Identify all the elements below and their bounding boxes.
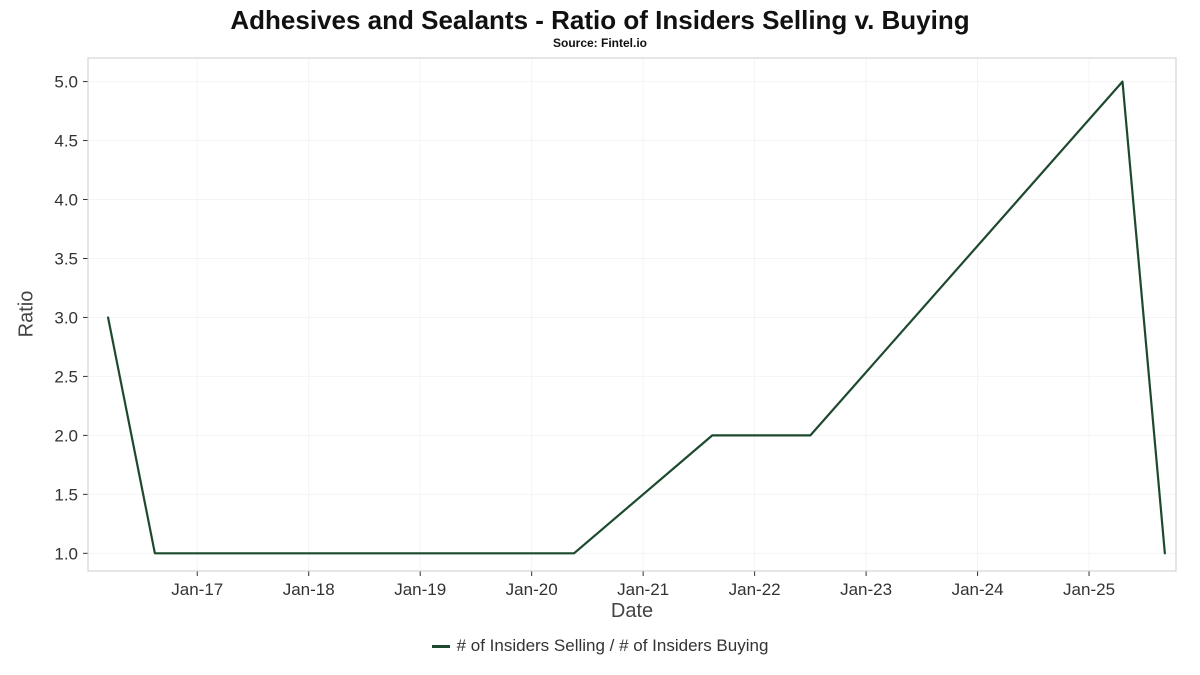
chart-header: Adhesives and Sealants - Ratio of Inside… bbox=[0, 0, 1200, 52]
legend-line-swatch bbox=[431, 644, 450, 648]
x-axis-label: Date bbox=[610, 600, 654, 622]
x-tick-label: Jan-25 bbox=[1063, 580, 1115, 597]
x-tick-label: Jan-23 bbox=[840, 580, 892, 597]
plot-background bbox=[88, 58, 1176, 571]
y-tick-label: 5.0 bbox=[54, 73, 78, 92]
chart-title: Adhesives and Sealants - Ratio of Inside… bbox=[230, 5, 970, 35]
series-line bbox=[106, 80, 1166, 555]
x-tick-label: Jan-24 bbox=[952, 580, 1004, 597]
legend: # of Insiders Selling / # of Insiders Bu… bbox=[0, 633, 1200, 659]
x-tick-label: Jan-17 bbox=[171, 580, 223, 597]
line-chart: 1.0 1.5 2.0 2.5 3.0 3.5 4.0 4.5 5.0 Jan-17 Jan-18 J… bbox=[54, 57, 1177, 599]
legend-label: # of Insiders Selling / # of Insiders Bu… bbox=[456, 636, 769, 655]
y-tick-label: 4.0 bbox=[54, 191, 78, 210]
y-tick-label: 1.5 bbox=[54, 485, 78, 504]
chart-area: Ratio 1.0 1.5 2.0 2.5 3.0 3.5 4.0 4.5 5.0 Jan-17 J… bbox=[0, 52, 1200, 599]
x-tick-label: Jan-22 bbox=[729, 580, 781, 597]
y-tick-label: 2.0 bbox=[54, 426, 78, 445]
plot-border bbox=[87, 57, 1177, 572]
x-tick-label: Jan-21 bbox=[617, 580, 669, 597]
x-axis-label-row: Date bbox=[0, 597, 1200, 627]
x-tick-label: Jan-19 bbox=[394, 580, 446, 597]
y-tick-label: 1.0 bbox=[54, 544, 78, 563]
chart-subtitle: Source: Fintel.io bbox=[552, 36, 647, 50]
y-tick-label: 4.5 bbox=[54, 132, 78, 151]
y-tick-label: 2.5 bbox=[54, 367, 78, 386]
y-axis-label: Ratio bbox=[15, 290, 38, 338]
x-tick-label: Jan-20 bbox=[506, 580, 558, 597]
y-tick-label: 3.0 bbox=[54, 308, 78, 327]
x-tick-label: Jan-18 bbox=[283, 580, 335, 597]
y-tick-label: 3.5 bbox=[54, 249, 78, 268]
